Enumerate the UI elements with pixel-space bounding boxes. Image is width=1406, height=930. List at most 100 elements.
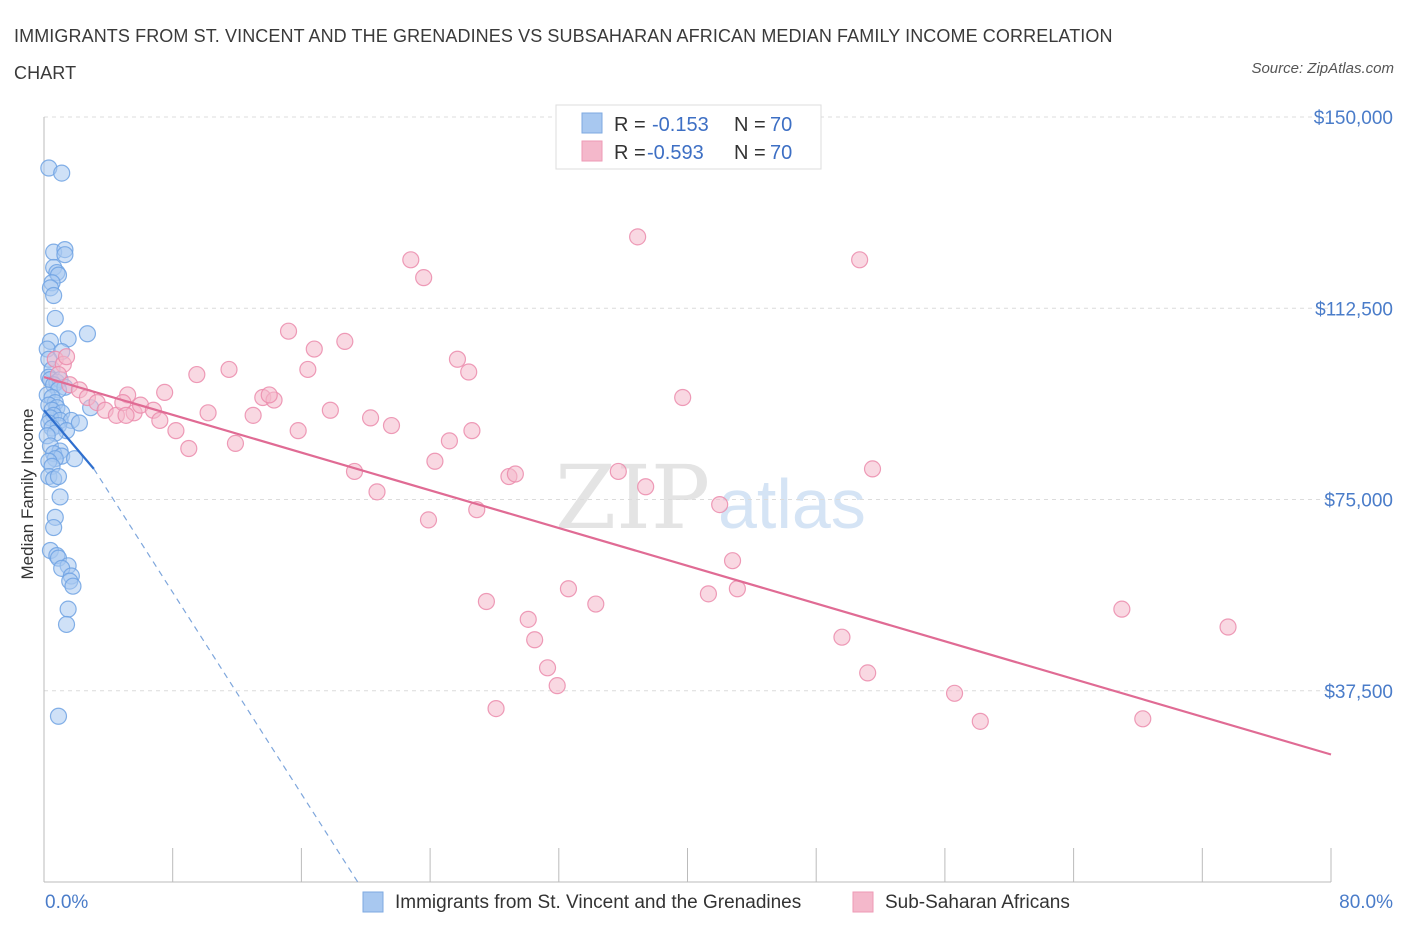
scatter-point [477,592,496,611]
scatter-point [59,600,77,618]
x-tick-min: 0.0% [45,892,88,913]
series-legend-swatch-1 [362,891,384,913]
scatter-point [1219,618,1237,636]
series-legend: Immigrants from St. Vincent and the Gren… [362,891,1070,913]
scatter-point [49,365,68,384]
scatter-point [506,465,524,483]
scatter-point [833,628,851,646]
scatter-point [711,496,729,514]
correlation-legend: R = -0.153 N = 70 R = -0.593 N = 70 [555,104,822,170]
scatter-point [538,659,557,677]
scatter-point [151,411,169,430]
scatter-point [199,404,217,422]
legend-n-value-2: 70 [770,142,792,164]
trendlines [43,376,1332,883]
scatter-point [220,360,238,379]
scatter-point [415,269,433,287]
x-tick-max: 80.0% [1339,892,1393,913]
scatter-point [53,164,71,182]
scatter-point [188,365,206,384]
source-label: Source: ZipAtlas.com [1251,60,1394,77]
y-tick-label: $112,500 [1315,299,1393,320]
scatter-point [260,386,278,404]
trendline-series-1 [43,409,95,470]
legend-r-label-1: R = [614,114,646,136]
series-legend-label-1: Immigrants from St. Vincent and the Gren… [395,892,801,913]
scatter-point [321,401,339,419]
scatter-point [629,228,647,246]
scatter-point [548,677,566,695]
scatter-point [448,350,467,368]
scatter-point [64,577,82,595]
scatter-point [368,483,386,501]
scatter-point [609,462,627,481]
scatter-point [851,251,869,269]
scatter-point [637,478,655,496]
legend-n-value-1: 70 [770,114,792,136]
scatter-point [1134,710,1152,728]
scatter-point [46,309,64,328]
scatter-point [402,251,420,269]
scatter-point [167,422,185,440]
scatter-point [45,518,63,537]
scatter-point [382,416,401,435]
scatter-point [699,585,718,603]
y-tick-label: $150,000 [1314,108,1393,129]
scatter-point [863,460,882,478]
watermark-atlas: atlas [718,465,866,543]
trendline-series-2 [43,376,1332,756]
scatter-point [70,414,88,432]
scatter-point [945,684,964,702]
y-tick-label: $75,000 [1324,491,1393,512]
legend-swatch-series-2 [581,140,603,162]
series-2-points [46,228,1237,730]
scatter-point [526,631,544,649]
scatter-point [971,712,989,730]
scatter-point [57,348,76,366]
scatter-point [180,439,198,458]
scatter-point [156,383,174,401]
series-1-points [38,159,100,725]
scatter-point [289,422,307,440]
scatter-point [117,406,135,424]
series-legend-label-2: Sub-Saharan Africans [885,892,1070,913]
legend-n-label-2: N = [734,142,766,164]
scatter-point [78,325,97,343]
watermark-zip: ZIP [555,446,710,549]
scatter-point [305,340,323,358]
scatter-point [49,467,68,486]
scatter-point [419,511,438,529]
scatter-point [674,388,692,407]
y-axis-label: Median Family Income [18,408,37,579]
scatter-point [299,360,317,379]
trendline-series-1-extension [93,468,359,883]
scatter-point [426,452,444,470]
legend-swatch-series-1 [581,112,603,134]
scatter-point [56,246,74,264]
axes [43,117,1332,883]
scatter-point [279,322,298,340]
scatter-point [463,422,481,440]
scatter-point [440,432,459,450]
scatter-point [859,664,877,682]
scatter-point [361,409,380,427]
scatter-point [65,450,84,468]
legend-r-value-1: -0.153 [652,114,709,136]
scatter-point [559,580,578,598]
legend-r-label-2: R = [614,142,646,164]
scatter-point [51,488,69,506]
scatter-point [336,332,354,350]
scatter-point [587,595,605,613]
legend-r-value-2: -0.593 [647,142,704,164]
chart-title: IMMIGRANTS FROM ST. VINCENT AND THE GREN… [14,26,1113,83]
scatter-point [487,699,505,718]
scatter-point [57,615,76,634]
scatter-point [226,434,245,452]
scatter-point [723,552,742,570]
series-legend-swatch-2 [852,891,874,913]
scatter-point [519,610,537,628]
scatter-point [45,286,63,305]
y-tick-labels: $37,500 $75,000 $112,500 $150,000 [1314,108,1393,703]
scatter-point [244,406,262,424]
